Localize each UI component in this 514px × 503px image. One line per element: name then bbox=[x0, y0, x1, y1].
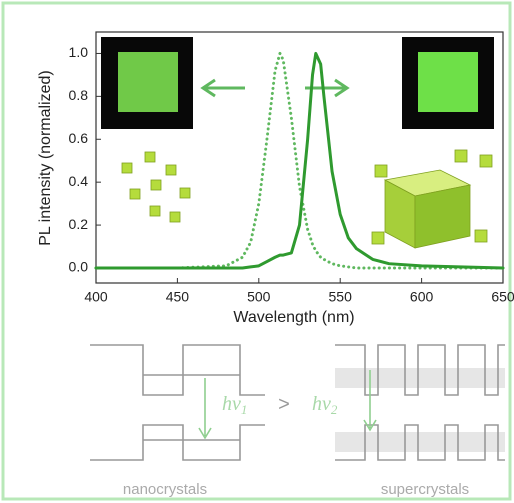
y-tick-label: 0.4 bbox=[69, 173, 89, 189]
x-tick-label: 600 bbox=[410, 289, 434, 305]
y-tick-label: 0.6 bbox=[69, 130, 89, 146]
figure: Wavelength (nm) PL intensity (normalized… bbox=[0, 0, 514, 503]
y-tick-label: 0.2 bbox=[69, 216, 89, 232]
comparison: > bbox=[278, 393, 290, 415]
x-tick-label: 400 bbox=[84, 289, 108, 305]
y-axis-label: PL intensity (normalized) bbox=[37, 70, 54, 245]
label-supercrystals: supercrystals bbox=[381, 481, 469, 498]
y-tick-label: 1.0 bbox=[69, 44, 89, 60]
y-tick-label: 0.0 bbox=[69, 259, 89, 275]
x-axis-label: Wavelength (nm) bbox=[233, 309, 354, 326]
label-nanocrystals: nanocrystals bbox=[123, 481, 207, 498]
x-tick-label: 450 bbox=[166, 289, 190, 305]
x-tick-label: 500 bbox=[247, 289, 271, 305]
x-tick-label: 550 bbox=[329, 289, 353, 305]
y-tick-label: 0.8 bbox=[69, 87, 89, 103]
x-tick-label: 650 bbox=[491, 289, 514, 305]
